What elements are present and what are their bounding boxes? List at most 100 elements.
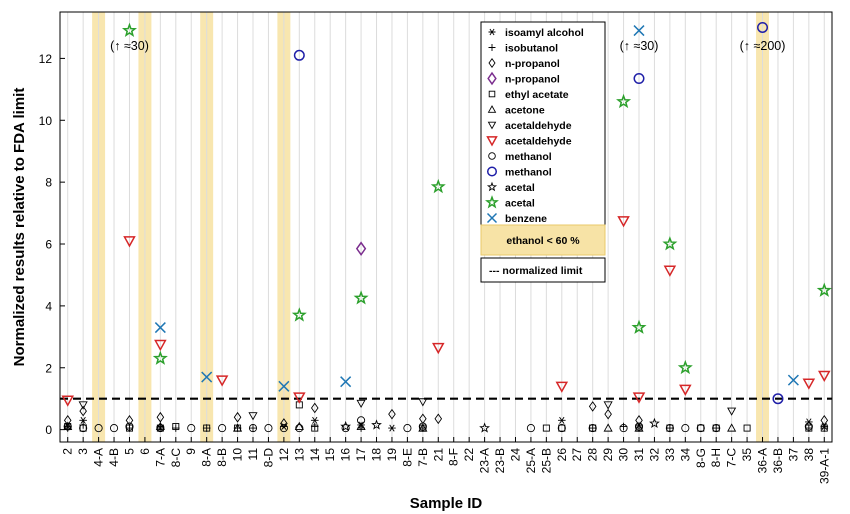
data-point bbox=[294, 421, 304, 431]
legend-label: acetaldehyde bbox=[505, 136, 572, 148]
data-point bbox=[202, 424, 211, 432]
legend-marker bbox=[486, 166, 498, 177]
x-tick-label: 17 bbox=[354, 448, 368, 462]
x-tick-label: 8-B bbox=[215, 448, 229, 467]
x-tick-label: 21 bbox=[431, 448, 445, 462]
data-point bbox=[340, 420, 352, 432]
data-point bbox=[125, 422, 134, 431]
y-tick-label: 2 bbox=[45, 361, 52, 375]
x-tick-label: 4-A bbox=[92, 448, 106, 467]
data-point bbox=[619, 424, 628, 433]
data-point bbox=[388, 408, 396, 420]
legend-marker bbox=[487, 105, 497, 113]
legend-limit-label: --- normalized limit bbox=[489, 265, 583, 277]
x-tick-label: 8-F bbox=[447, 448, 461, 466]
data-point bbox=[804, 422, 813, 431]
annotations: (↑ ≈30) (↑ ≈30) (↑ ≈200) bbox=[110, 39, 785, 53]
data-point bbox=[697, 424, 705, 432]
data-point bbox=[79, 416, 87, 424]
data-point bbox=[154, 322, 166, 334]
x-tick-label: 14 bbox=[308, 448, 322, 462]
legend-label: benzene bbox=[505, 213, 547, 225]
x-tick-label: 2 bbox=[61, 448, 75, 455]
legend-marker bbox=[488, 44, 496, 51]
data-point bbox=[249, 424, 257, 432]
x-tick-label: 8-G bbox=[694, 448, 708, 468]
data-point bbox=[816, 282, 832, 297]
annotation-label: (↑ ≈200) bbox=[740, 39, 786, 53]
data-point bbox=[123, 236, 136, 248]
legend-marker bbox=[488, 28, 496, 36]
legend-label: ethyl acetate bbox=[505, 89, 569, 101]
data-marks bbox=[61, 21, 832, 433]
data-point bbox=[233, 411, 242, 423]
legend-label: acetal bbox=[505, 198, 535, 210]
data-point bbox=[218, 424, 227, 433]
x-tick-label: 6 bbox=[138, 448, 152, 455]
data-point bbox=[712, 424, 720, 432]
x-tick-label: 8-E bbox=[400, 448, 414, 467]
data-point bbox=[248, 412, 258, 421]
data-point bbox=[727, 423, 737, 432]
legend-marker bbox=[487, 121, 497, 130]
data-point bbox=[152, 350, 168, 365]
data-point bbox=[63, 422, 72, 431]
data-point bbox=[757, 21, 769, 33]
data-point bbox=[155, 421, 165, 431]
x-tick-label: 26 bbox=[555, 448, 569, 462]
legend: isoamyl alcohol isobutanol n-propanol n-pro… bbox=[480, 21, 606, 283]
data-point bbox=[588, 401, 597, 412]
x-tick-label: 8-D bbox=[261, 448, 275, 468]
data-point bbox=[634, 422, 644, 431]
x-tick-label: 8-H bbox=[709, 448, 723, 467]
data-point bbox=[479, 422, 490, 433]
data-point bbox=[356, 421, 366, 431]
data-point bbox=[371, 419, 382, 430]
data-point bbox=[310, 416, 319, 424]
data-point bbox=[418, 423, 428, 432]
data-point bbox=[558, 424, 566, 432]
legend-box bbox=[480, 21, 606, 232]
x-tick-label: 27 bbox=[570, 448, 584, 462]
data-point bbox=[557, 424, 566, 433]
x-tick-label: 35 bbox=[740, 448, 754, 462]
data-point bbox=[355, 241, 367, 256]
data-point bbox=[172, 423, 180, 431]
data-point bbox=[604, 408, 612, 420]
x-tick-label: 25-B bbox=[539, 448, 553, 473]
x-tick-label: 9 bbox=[184, 448, 198, 455]
data-point bbox=[696, 424, 705, 433]
legend-label: acetone bbox=[505, 105, 545, 117]
x-tick-label: 32 bbox=[647, 448, 661, 462]
data-point bbox=[619, 422, 628, 431]
legend-marker bbox=[485, 195, 499, 209]
x-axis-title: Sample ID bbox=[410, 495, 483, 512]
legend-label: methanol bbox=[505, 167, 552, 179]
x-tick-label: 18 bbox=[370, 448, 384, 462]
legend-marker bbox=[488, 152, 496, 160]
x-tick-label: 28 bbox=[586, 448, 600, 462]
plot-frame bbox=[59, 11, 833, 443]
legend-marker bbox=[486, 136, 498, 147]
data-point bbox=[388, 424, 396, 432]
x-tick-label: 7-C bbox=[725, 448, 739, 468]
y-tick-label: 12 bbox=[39, 52, 53, 66]
data-point bbox=[526, 424, 535, 433]
data-point bbox=[278, 380, 290, 392]
data-point bbox=[203, 424, 211, 432]
data-point bbox=[61, 395, 74, 407]
data-point bbox=[353, 290, 369, 305]
y-tick-label: 8 bbox=[45, 176, 52, 190]
x-tick-label: 23-B bbox=[493, 448, 507, 473]
data-point bbox=[743, 424, 751, 432]
data-point bbox=[310, 422, 319, 431]
data-point bbox=[172, 424, 180, 432]
data-point bbox=[156, 424, 165, 433]
x-tick-label: 12 bbox=[277, 448, 291, 462]
x-tick-label: 24 bbox=[508, 448, 522, 462]
data-point bbox=[279, 424, 288, 433]
x-tick-label: 11 bbox=[246, 448, 260, 461]
data-point bbox=[649, 417, 660, 429]
data-point bbox=[63, 421, 73, 431]
legend-limit-box bbox=[480, 257, 606, 283]
